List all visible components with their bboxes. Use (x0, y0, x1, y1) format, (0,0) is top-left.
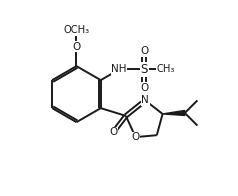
Text: OCH₃: OCH₃ (64, 25, 89, 35)
Polygon shape (163, 111, 185, 115)
Text: CH₃: CH₃ (156, 64, 175, 74)
Text: N: N (141, 95, 149, 105)
Text: O: O (131, 132, 140, 142)
Text: O: O (140, 46, 148, 56)
Text: NH: NH (111, 64, 127, 74)
Text: O: O (140, 83, 148, 93)
Text: O: O (109, 127, 117, 137)
Text: S: S (141, 63, 148, 76)
Text: O: O (72, 42, 81, 52)
